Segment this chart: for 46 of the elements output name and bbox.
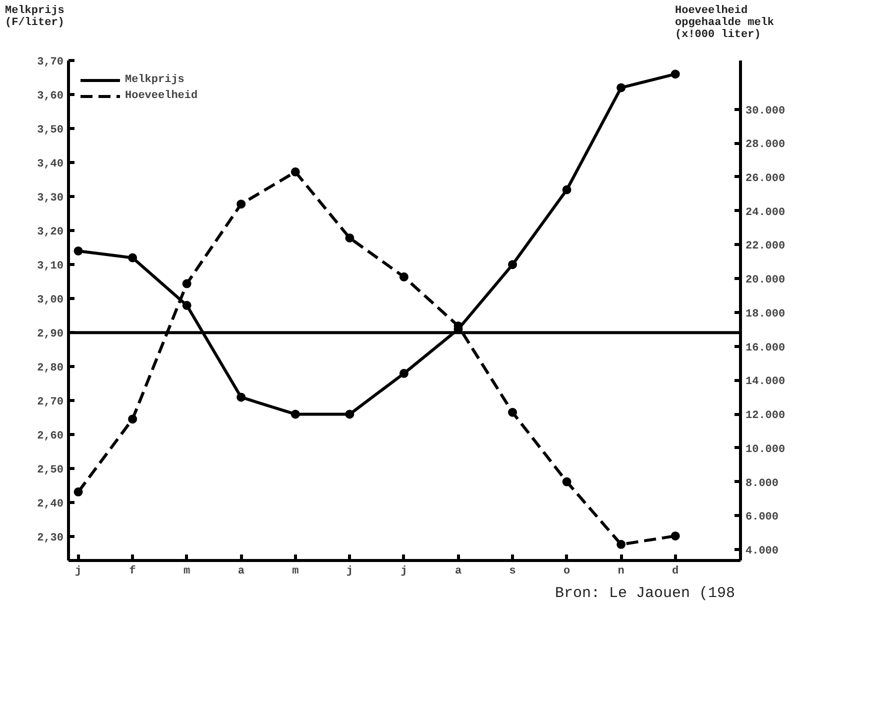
text: Bron: Le Jaouen (198 bbox=[555, 585, 736, 603]
y-tick-label: 2,70 bbox=[37, 396, 64, 409]
x-tick-label: m bbox=[184, 566, 191, 578]
y2-tick-label: 28.000 bbox=[746, 139, 786, 152]
y2-tick-label: 12.000 bbox=[746, 410, 786, 422]
x-tick-label: s bbox=[509, 566, 516, 578]
y-tick-label: 3,40 bbox=[37, 158, 64, 171]
y-tick-label: 3,50 bbox=[37, 124, 64, 137]
y2-tick-label: 10.000 bbox=[746, 444, 786, 456]
y2-tick-label: 22.000 bbox=[746, 240, 786, 253]
y-tick-label: 2,90 bbox=[37, 328, 64, 341]
y2-tick-label: 4.000 bbox=[746, 545, 779, 558]
y2-tick-label: 16.000 bbox=[746, 342, 786, 354]
y-axis-title: Melkprijs (F/liter) bbox=[5, 5, 64, 29]
legend-label: Melkprijs bbox=[125, 73, 184, 87]
y2-tick-label: 18.000 bbox=[746, 308, 786, 320]
y-tick-label: 3,00 bbox=[37, 294, 64, 307]
x-tick-label: m bbox=[292, 566, 300, 578]
y-tick-label: 2,40 bbox=[37, 498, 64, 511]
x-tick-label: j bbox=[346, 566, 353, 578]
legend-label: Hoeveelheid bbox=[125, 89, 198, 103]
x-tick-label: j bbox=[400, 566, 408, 578]
y-tick-label: 3,20 bbox=[37, 226, 64, 239]
x-tick-label: a bbox=[238, 566, 245, 578]
x-tick-label: j bbox=[74, 566, 82, 578]
y-tick-label: 2,80 bbox=[37, 362, 64, 375]
y2-tick-label: 8.000 bbox=[746, 478, 779, 490]
x-tick-label: o bbox=[564, 566, 570, 578]
y-tick-label: 3,30 bbox=[37, 192, 64, 205]
y2-tick-label: 24.000 bbox=[746, 206, 786, 219]
y-tick-label: 3,10 bbox=[37, 260, 64, 273]
y-tick-label: 2,30 bbox=[37, 532, 64, 545]
y-tick-label: 3,60 bbox=[37, 90, 64, 103]
x-tick-label: f bbox=[129, 564, 136, 578]
x-tick-label: d bbox=[672, 566, 679, 578]
y-tick-label: 2,60 bbox=[37, 430, 64, 443]
y2-tick-label: 20.000 bbox=[746, 274, 786, 287]
x-tick-label: a bbox=[454, 566, 462, 578]
y2-tick-label: 30.000 bbox=[746, 105, 786, 118]
y2-tick-label: 26.000 bbox=[746, 172, 786, 185]
y-tick-label: 3,70 bbox=[37, 56, 64, 68]
y2-tick-label: 6.000 bbox=[746, 512, 779, 524]
x-tick-label: n bbox=[618, 566, 624, 578]
y2-tick-label: 14.000 bbox=[746, 376, 786, 388]
y-tick-label: 2,50 bbox=[37, 464, 64, 477]
y2-axis-title: Hoeveelheid opgehaalde melk (x!000 liter) bbox=[675, 5, 774, 41]
